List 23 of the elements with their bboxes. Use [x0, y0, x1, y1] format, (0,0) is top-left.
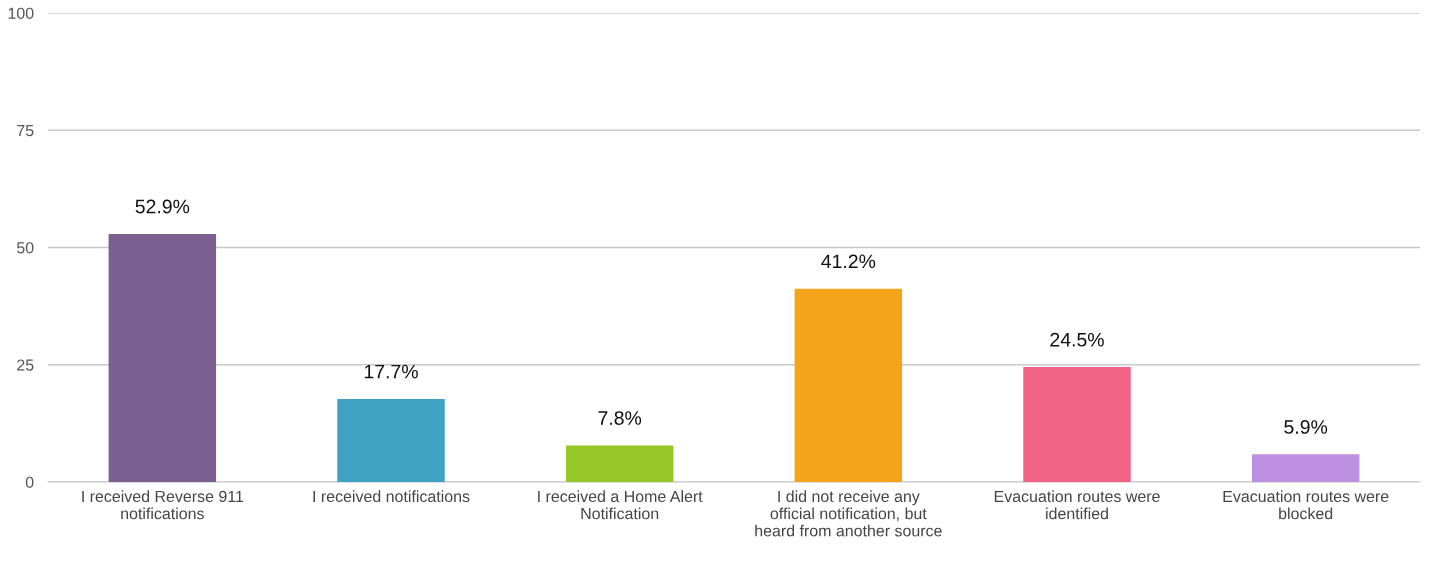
x-tick-label: Evacuation routes were blocked [1223, 490, 1389, 520]
y-tick-label: 100 [8, 7, 34, 19]
x-tick-label: I received notifications [313, 490, 470, 503]
data-label: 41.2% [821, 254, 876, 269]
x-tick-label: I received Reverse 911 notifications [82, 490, 244, 520]
bar [337, 398, 445, 482]
y-tick-label: 50 [16, 242, 34, 254]
bar [565, 445, 674, 482]
bar [1251, 454, 1360, 482]
bar [108, 233, 217, 482]
y-tick-label: 75 [17, 125, 34, 137]
x-tick-label: I did not receive any official notification, but heard from another source [755, 490, 942, 537]
y-tick-label: 0 [25, 476, 34, 488]
data-label: 5.9% [1284, 420, 1328, 434]
y-tick-label: 25 [17, 359, 34, 371]
data-label: 7.8% [598, 411, 642, 425]
bar [1023, 367, 1131, 482]
data-label: 52.9% [135, 199, 190, 214]
data-label: 24.5% [1050, 332, 1104, 347]
x-tick-label: Evacuation routes were identified [994, 490, 1160, 520]
data-label: 17.7% [364, 364, 418, 379]
x-tick-label: I received a Home Alert Notification [538, 490, 703, 520]
bar [794, 288, 903, 482]
